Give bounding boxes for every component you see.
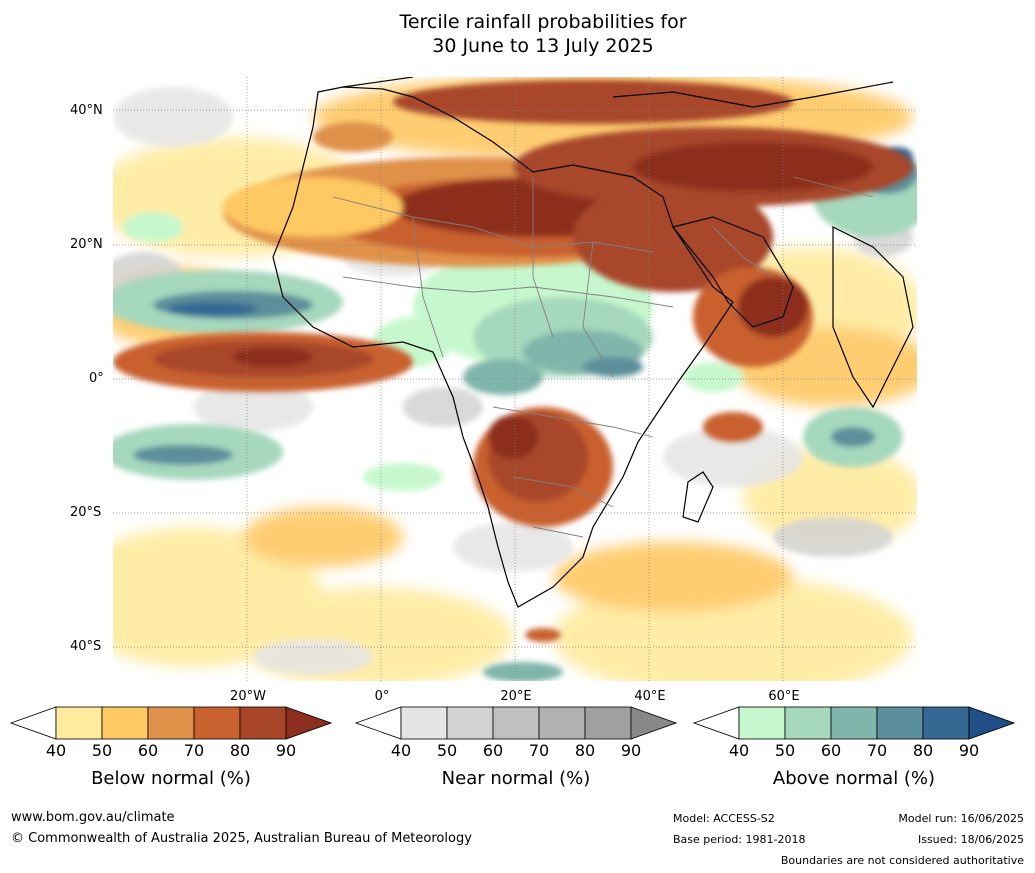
footer-copyright: © Commonwealth of Australia 2025, Austra… (11, 831, 472, 846)
lat-label-20s: 20°S (70, 505, 102, 520)
footer-issued: Issued: 18/06/2025 (917, 833, 1024, 846)
legend-ticks-near: 40 50 60 70 80 90 (355, 741, 677, 763)
tick-90: 90 (275, 741, 297, 760)
map-area (113, 77, 917, 681)
tick-80: 80 (912, 741, 934, 760)
lat-label-40s: 40°S (70, 639, 102, 654)
lat-label-equator: 0° (89, 371, 104, 386)
colorbar-below-normal (10, 706, 332, 740)
tick-40: 40 (390, 741, 412, 760)
map-title: Tercile rainfall probabilities for 30 Ju… (0, 10, 1035, 58)
tick-80: 80 (574, 741, 596, 760)
country-borders (332, 176, 874, 538)
tick-70: 70 (183, 741, 205, 760)
title-line-1: Tercile rainfall probabilities for (399, 11, 687, 33)
coastlines (272, 77, 914, 608)
tick-90: 90 (958, 741, 980, 760)
footer-base-period: Base period: 1981-2018 (673, 833, 806, 846)
footer-website: www.bom.gov.au/climate (11, 810, 175, 825)
lat-label-40n: 40°N (70, 103, 103, 118)
tick-70: 70 (866, 741, 888, 760)
rainfall-probability-map (113, 77, 917, 681)
title-line-2: 30 June to 13 July 2025 (432, 35, 654, 57)
lat-label-20n: 20°N (70, 237, 103, 252)
tick-50: 50 (774, 741, 796, 760)
legend-ticks-below: 40 50 60 70 80 90 (10, 741, 332, 763)
below-normal-strong-field (113, 80, 913, 642)
legend-title-above: Above normal (%) (772, 768, 936, 789)
tick-40: 40 (45, 741, 67, 760)
legend-above-normal: 40 50 60 70 80 90 (693, 705, 1015, 763)
legend-title-near: Near normal (%) (441, 768, 591, 789)
colorbar-above-normal (693, 706, 1015, 740)
tick-50: 50 (91, 741, 113, 760)
tick-90: 90 (620, 741, 642, 760)
lon-label-0: 0° (374, 689, 390, 704)
colorbar-near-normal (355, 706, 677, 740)
tick-60: 60 (137, 741, 159, 760)
tick-60: 60 (482, 741, 504, 760)
lon-label-20e: 20°E (500, 689, 532, 704)
tick-40: 40 (728, 741, 750, 760)
tick-50: 50 (436, 741, 458, 760)
tick-70: 70 (528, 741, 550, 760)
legend-ticks-above: 40 50 60 70 80 90 (693, 741, 1015, 763)
tick-80: 80 (229, 741, 251, 760)
footer-model: Model: ACCESS-S2 (673, 812, 775, 825)
footer-model-run: Model run: 16/06/2025 (898, 812, 1024, 825)
legend-below-normal: 40 50 60 70 80 90 (10, 705, 332, 763)
legend-title-below: Below normal (%) (91, 768, 251, 789)
lon-label-20w: 20°W (230, 689, 266, 704)
lon-label-60e: 60°E (768, 689, 800, 704)
legend-near-normal: 40 50 60 70 80 90 (355, 705, 677, 763)
above-normal-field (113, 147, 917, 681)
graticule (113, 77, 917, 681)
lon-label-40e: 40°E (634, 689, 666, 704)
footer-disclaimer: Boundaries are not considered authoritat… (780, 854, 1024, 867)
tick-60: 60 (820, 741, 842, 760)
